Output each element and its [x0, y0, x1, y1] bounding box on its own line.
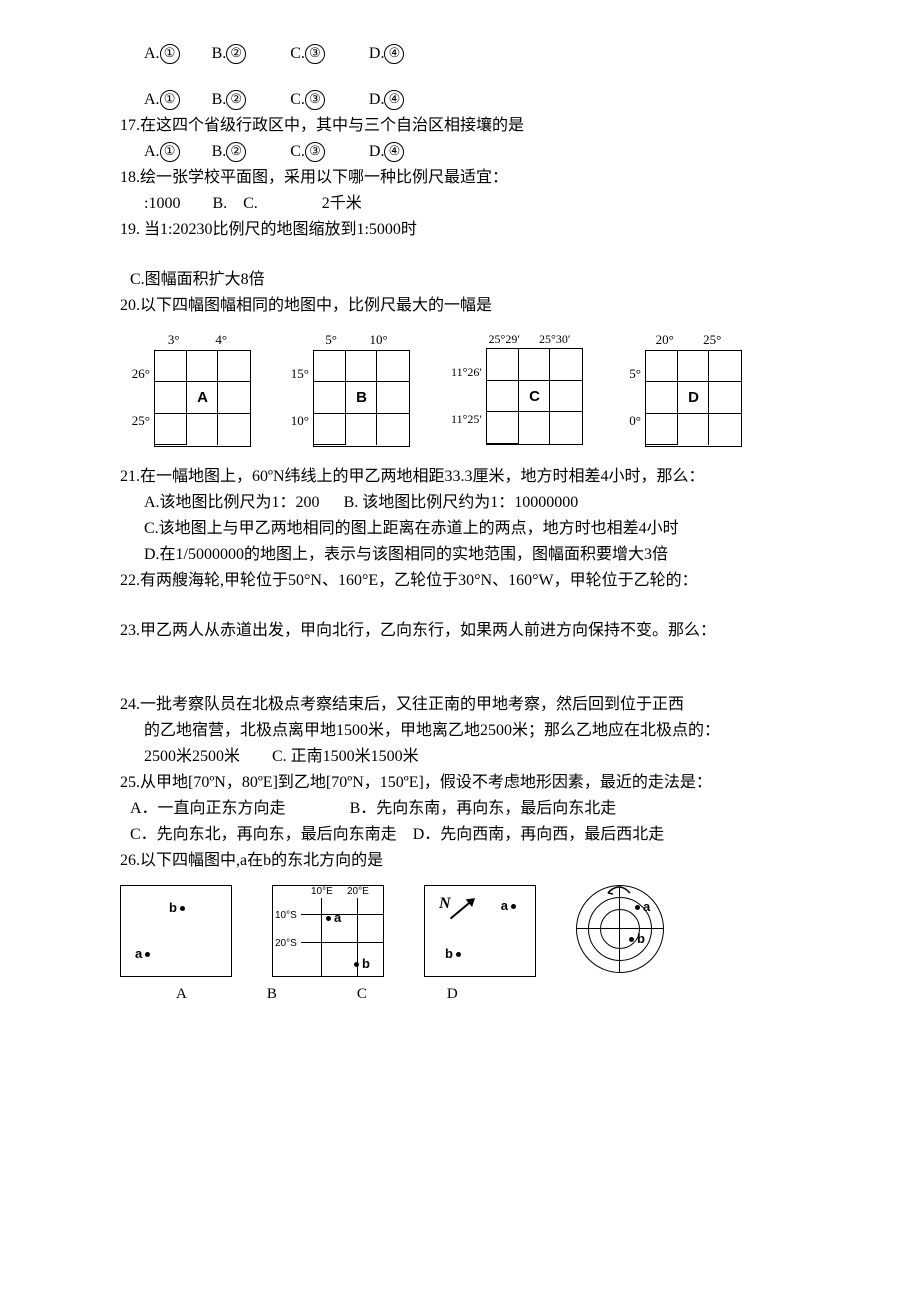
grid-d: D	[645, 350, 742, 447]
chart-a-y2: 25°	[120, 411, 150, 431]
chart-c: 25°29′ 25°30′ 11°26′ 11°25′ C	[438, 330, 583, 445]
grid-a: A	[154, 350, 251, 447]
q22-text: 22.有两艘海轮,甲轮位于50°N、160°E，乙轮位于30°N、160°W，甲…	[120, 569, 800, 593]
diag-b-left2: 20°S	[275, 936, 297, 951]
diag-a: b a	[120, 885, 232, 977]
diag-b-b: b	[351, 954, 370, 974]
diag-label-c: C	[357, 983, 367, 1006]
opt-a: A.①	[144, 45, 180, 62]
q18-sub: :1000 B. C. 2千米	[120, 192, 800, 216]
diag-c-a: a	[501, 896, 519, 916]
q21-ab: A.该地图比例尺为1：200 B. 该地图比例尺约为1：10000000	[120, 491, 800, 515]
q21-text: 21.在一幅地图上，60ºN纬线上的甲乙两地相距33.3厘米，地方时相差4小时，…	[120, 465, 800, 489]
chart-a-x1: 3°	[168, 330, 180, 350]
options-row-2: A.① B.② C.③ D.④	[120, 88, 800, 112]
q18-text: 18.绘一张学校平面图，采用以下哪一种比例尺最适宜：	[120, 166, 800, 190]
q24-opts: 2500米2500米 C. 正南1500米1500米	[120, 745, 800, 769]
circled-4: ④	[384, 44, 404, 64]
diag-b-top1: 10°E	[311, 884, 333, 899]
diag-d-a: a	[632, 897, 650, 917]
chart-b: 5° 10° 15° 10° B	[279, 330, 410, 447]
charts-row: 3° 4° 26° 25° A 5° 10° 15° 10°	[120, 330, 800, 447]
diag-a-b: b	[169, 898, 188, 918]
q21-d: D.在1/5000000的地图上，表示与该图相同的实地范围，图幅面积要增大3倍	[120, 543, 800, 567]
q25-cd: C．先向东北，再向东，最后向东南走 D．先向西南，再向西，最后西北走	[120, 823, 800, 847]
q19-optc: C.图幅面积扩大8倍	[120, 268, 800, 292]
diag-c-n: N	[439, 892, 451, 916]
diag-labels: A B C D	[120, 983, 800, 1006]
q24-l1: 24.一批考察队员在北极点考察结束后，又往正南的甲地考察，然后回到位于正西	[120, 693, 800, 717]
grid-b: B	[313, 350, 410, 447]
diag-b-a: a	[323, 908, 341, 928]
chart-d: 20° 25° 5° 0° D	[611, 330, 742, 447]
q17-text: 17.在这四个省级行政区中，其中与三个自治区相接壤的是	[120, 114, 800, 138]
q20-text: 20.以下四幅图幅相同的地图中，比例尺最大的一幅是	[120, 294, 800, 318]
diag-b-left1: 10°S	[275, 908, 297, 923]
diag-d: a b	[576, 885, 666, 975]
diag-c: N a b	[424, 885, 536, 977]
q24-l2: 的乙地宿营，北极点离甲地1500米，甲地离乙地2500米；那么乙地应在北极点的：	[120, 719, 800, 743]
diag-c-b: b	[445, 944, 464, 964]
diag-label-d: D	[447, 983, 458, 1006]
opt-c: C.③	[290, 45, 325, 62]
opt-b: B.②	[212, 45, 247, 62]
chart-a-x2: 4°	[215, 330, 227, 350]
diag-a-a: a	[135, 944, 153, 964]
grid-c: C	[486, 348, 583, 445]
diag-label-b: B	[267, 983, 277, 1006]
circled-1: ①	[160, 44, 180, 64]
q21-c: C.该地图上与甲乙两地相同的图上距离在赤道上的两点，地方时也相差4小时	[120, 517, 800, 541]
diag-d-b: b	[626, 929, 645, 949]
options-row: A.① B.② C.③ D.④	[120, 42, 800, 66]
q19-text: 19. 当1:20230比例尺的地图缩放到1:5000时	[120, 218, 800, 242]
options-row-3: A.① B.② C.③ D.④	[120, 140, 800, 164]
rotation-arrow-icon	[606, 883, 632, 897]
chart-a-y1: 26°	[120, 364, 150, 384]
q25-ab: A．一直向正东方向走 B．先向东南，再向东，最后向东北走	[120, 797, 800, 821]
diag-label-a: A	[176, 983, 187, 1006]
q23-text: 23.甲乙两人从赤道出发，甲向北行，乙向东行，如果两人前进方向保持不变。那么：	[120, 619, 800, 643]
diag-b-top2: 20°E	[347, 884, 369, 899]
circled-2: ②	[226, 44, 246, 64]
arrow-icon	[450, 898, 474, 919]
q26-text: 26.以下四幅图中,a在b的东北方向的是	[120, 849, 800, 873]
circled-3: ③	[305, 44, 325, 64]
grid-letter-a: A	[197, 387, 208, 410]
diag-b: 10°E 20°E 10°S 20°S a b	[272, 885, 384, 977]
chart-a: 3° 4° 26° 25° A	[120, 330, 251, 447]
opt-d: D.④	[369, 45, 405, 62]
diag-row: b a 10°E 20°E 10°S 20°S a b N a b	[120, 885, 800, 977]
q25-l1: 25.从甲地[70ºN，80ºE]到乙地[70ºN，150ºE]，假设不考虑地形…	[120, 771, 800, 795]
